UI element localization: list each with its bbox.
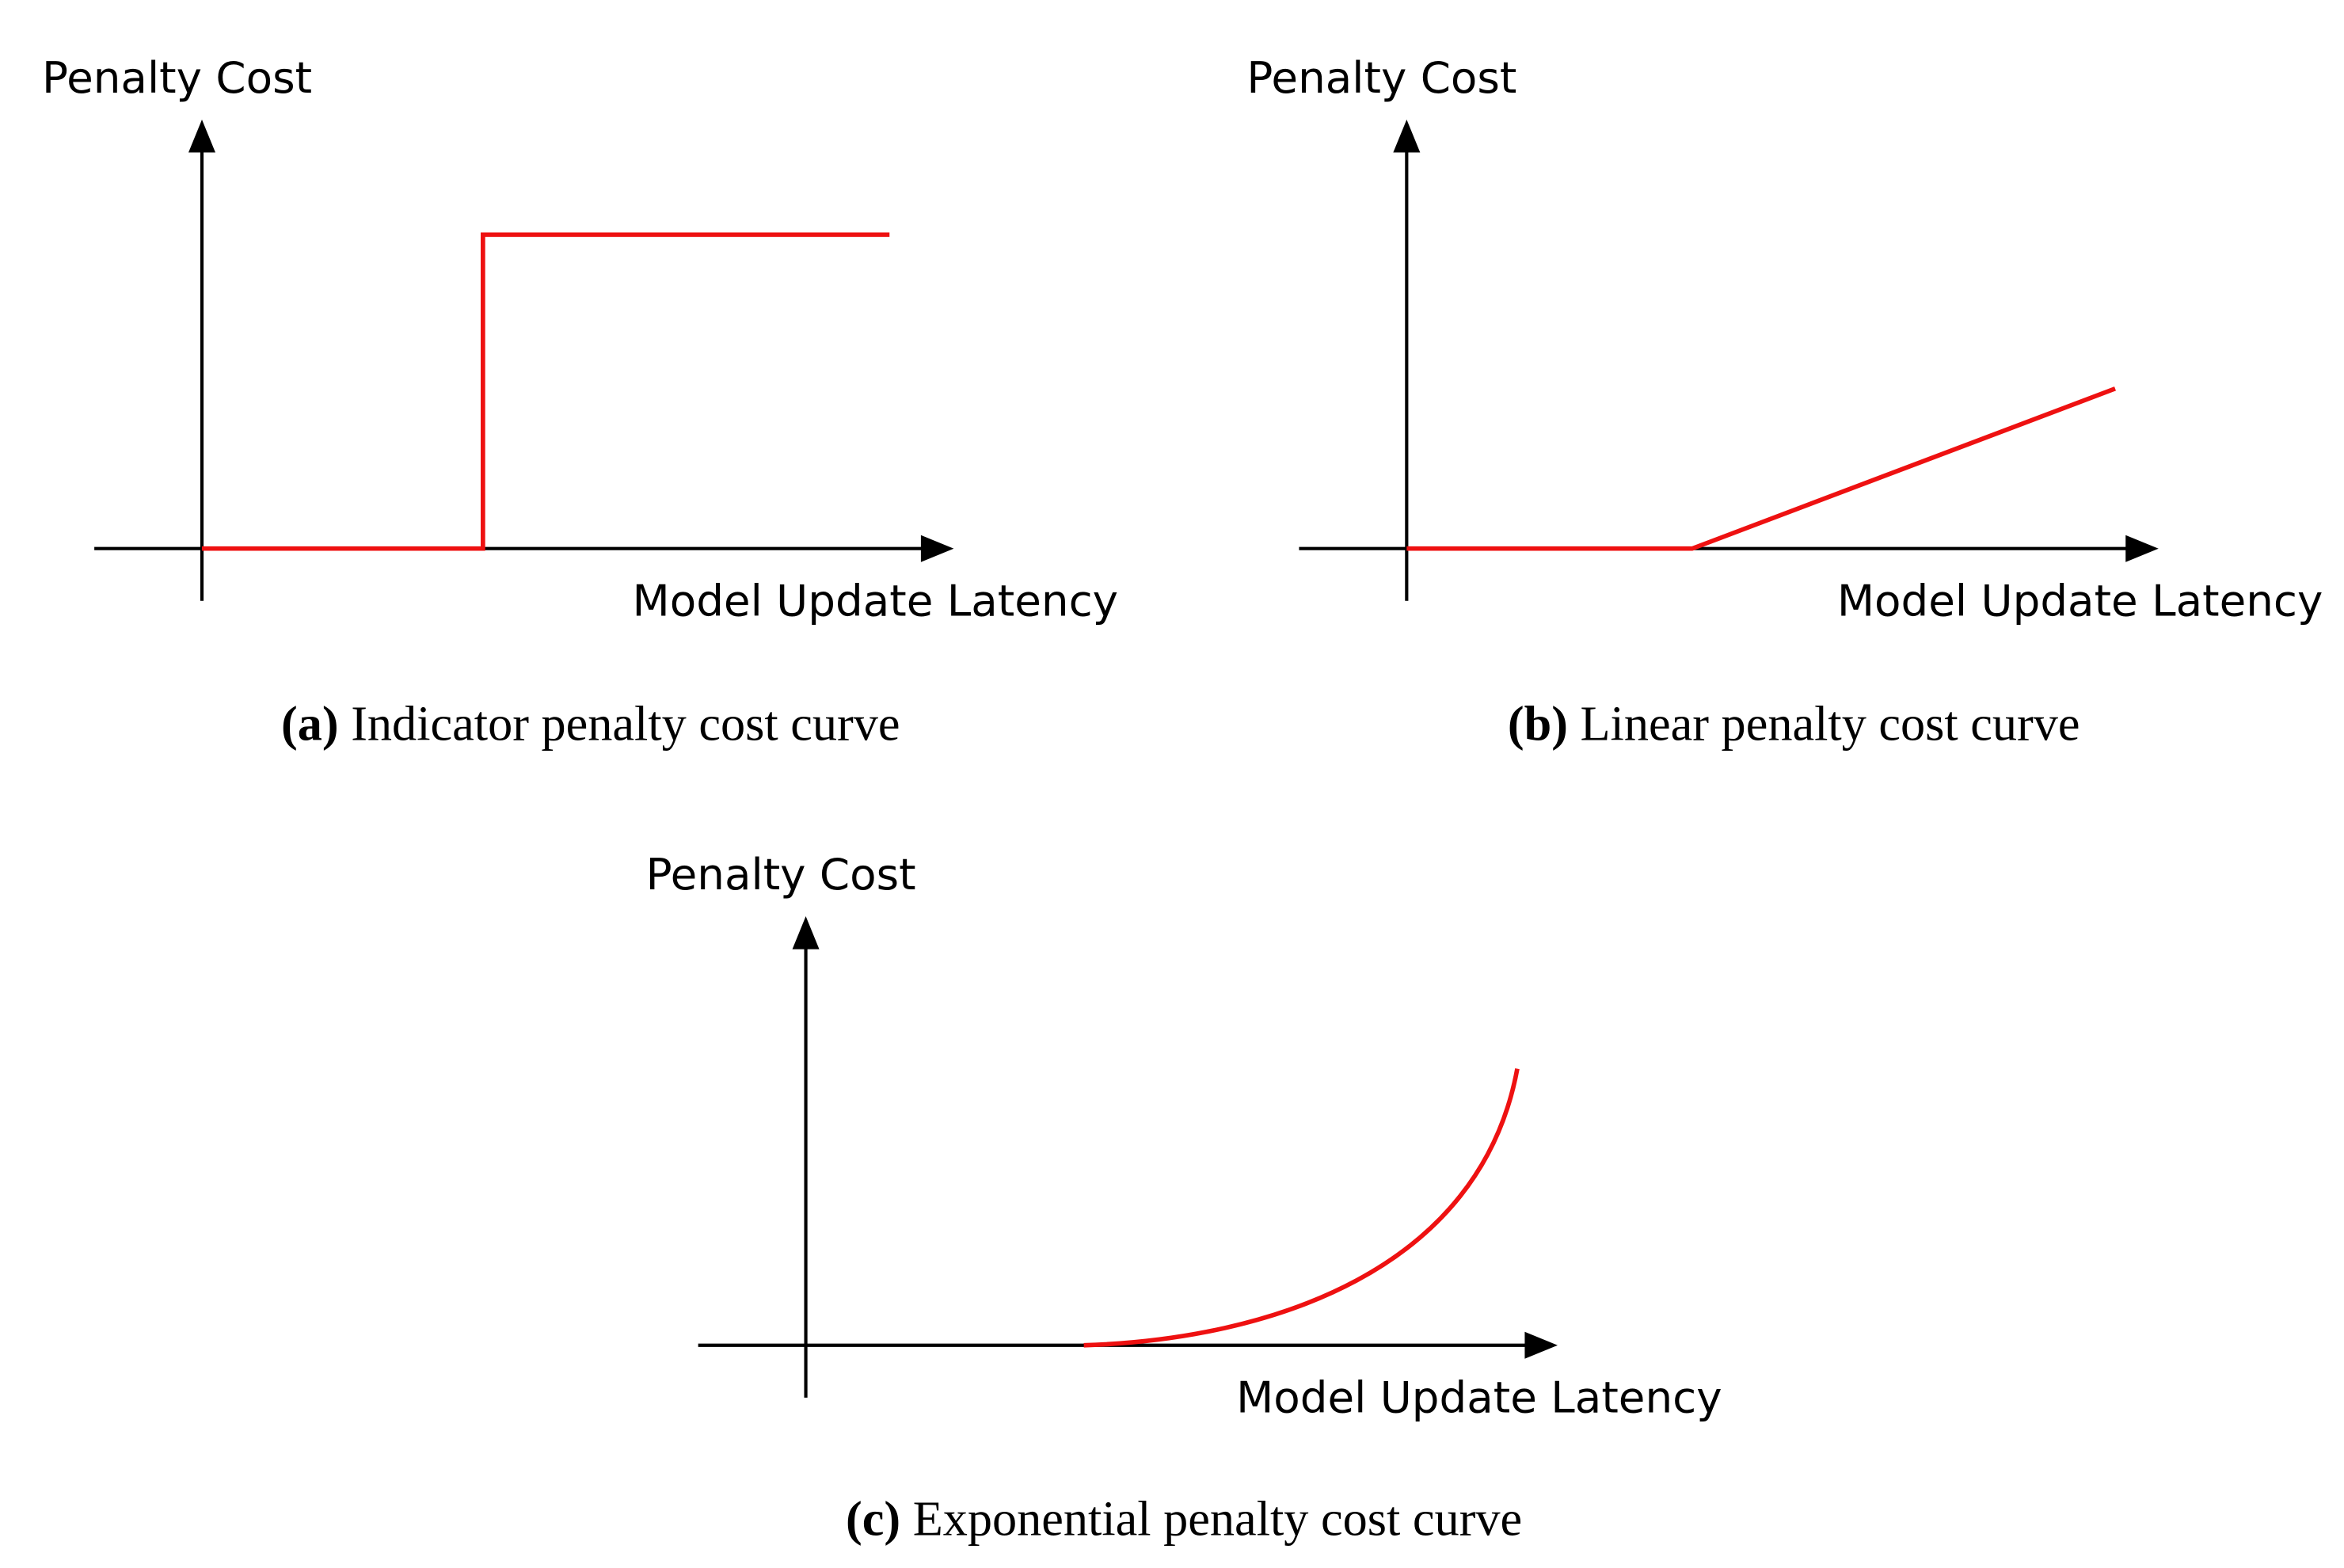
- y-label: Penalty Cost: [42, 52, 312, 103]
- caption-text: Exponential penalty cost curve: [913, 1492, 1522, 1546]
- x-arrow: [2125, 535, 2159, 562]
- y-arrow: [1393, 120, 1421, 153]
- panel-b: Penalty Cost Model Update Latency (b) Li…: [1246, 52, 2323, 751]
- x-label: Model Update Latency: [1837, 576, 2323, 626]
- panel-c: Penalty Cost Model Update Latency (c) Ex…: [646, 849, 1722, 1546]
- y-label: Penalty Cost: [1246, 52, 1516, 103]
- y-arrow: [792, 916, 820, 950]
- caption-text: Indicator penalty cost curve: [351, 697, 900, 751]
- y-arrow: [188, 120, 215, 153]
- x-arrow: [1524, 1331, 1558, 1359]
- indicator-curve: [202, 232, 890, 551]
- x-arrow: [920, 535, 954, 562]
- panel-a: Penalty Cost Model Update Latency (a) In…: [42, 52, 1118, 751]
- exponential-curve: [1083, 1068, 1520, 1348]
- caption: (c) Exponential penalty cost curve: [846, 1492, 1522, 1546]
- x-label: Model Update Latency: [1236, 1372, 1722, 1423]
- caption-text: Linear penalty cost curve: [1581, 697, 2080, 751]
- linear-curve: [1406, 386, 2117, 551]
- caption: (b) Linear penalty cost curve: [1508, 697, 2080, 751]
- y-label: Penalty Cost: [646, 849, 916, 900]
- caption-label: (a): [281, 697, 339, 751]
- caption-label: (c): [846, 1492, 900, 1546]
- x-label: Model Update Latency: [633, 576, 1119, 626]
- caption: (a) Indicator penalty cost curve: [281, 697, 900, 751]
- caption-label: (b): [1508, 697, 1568, 751]
